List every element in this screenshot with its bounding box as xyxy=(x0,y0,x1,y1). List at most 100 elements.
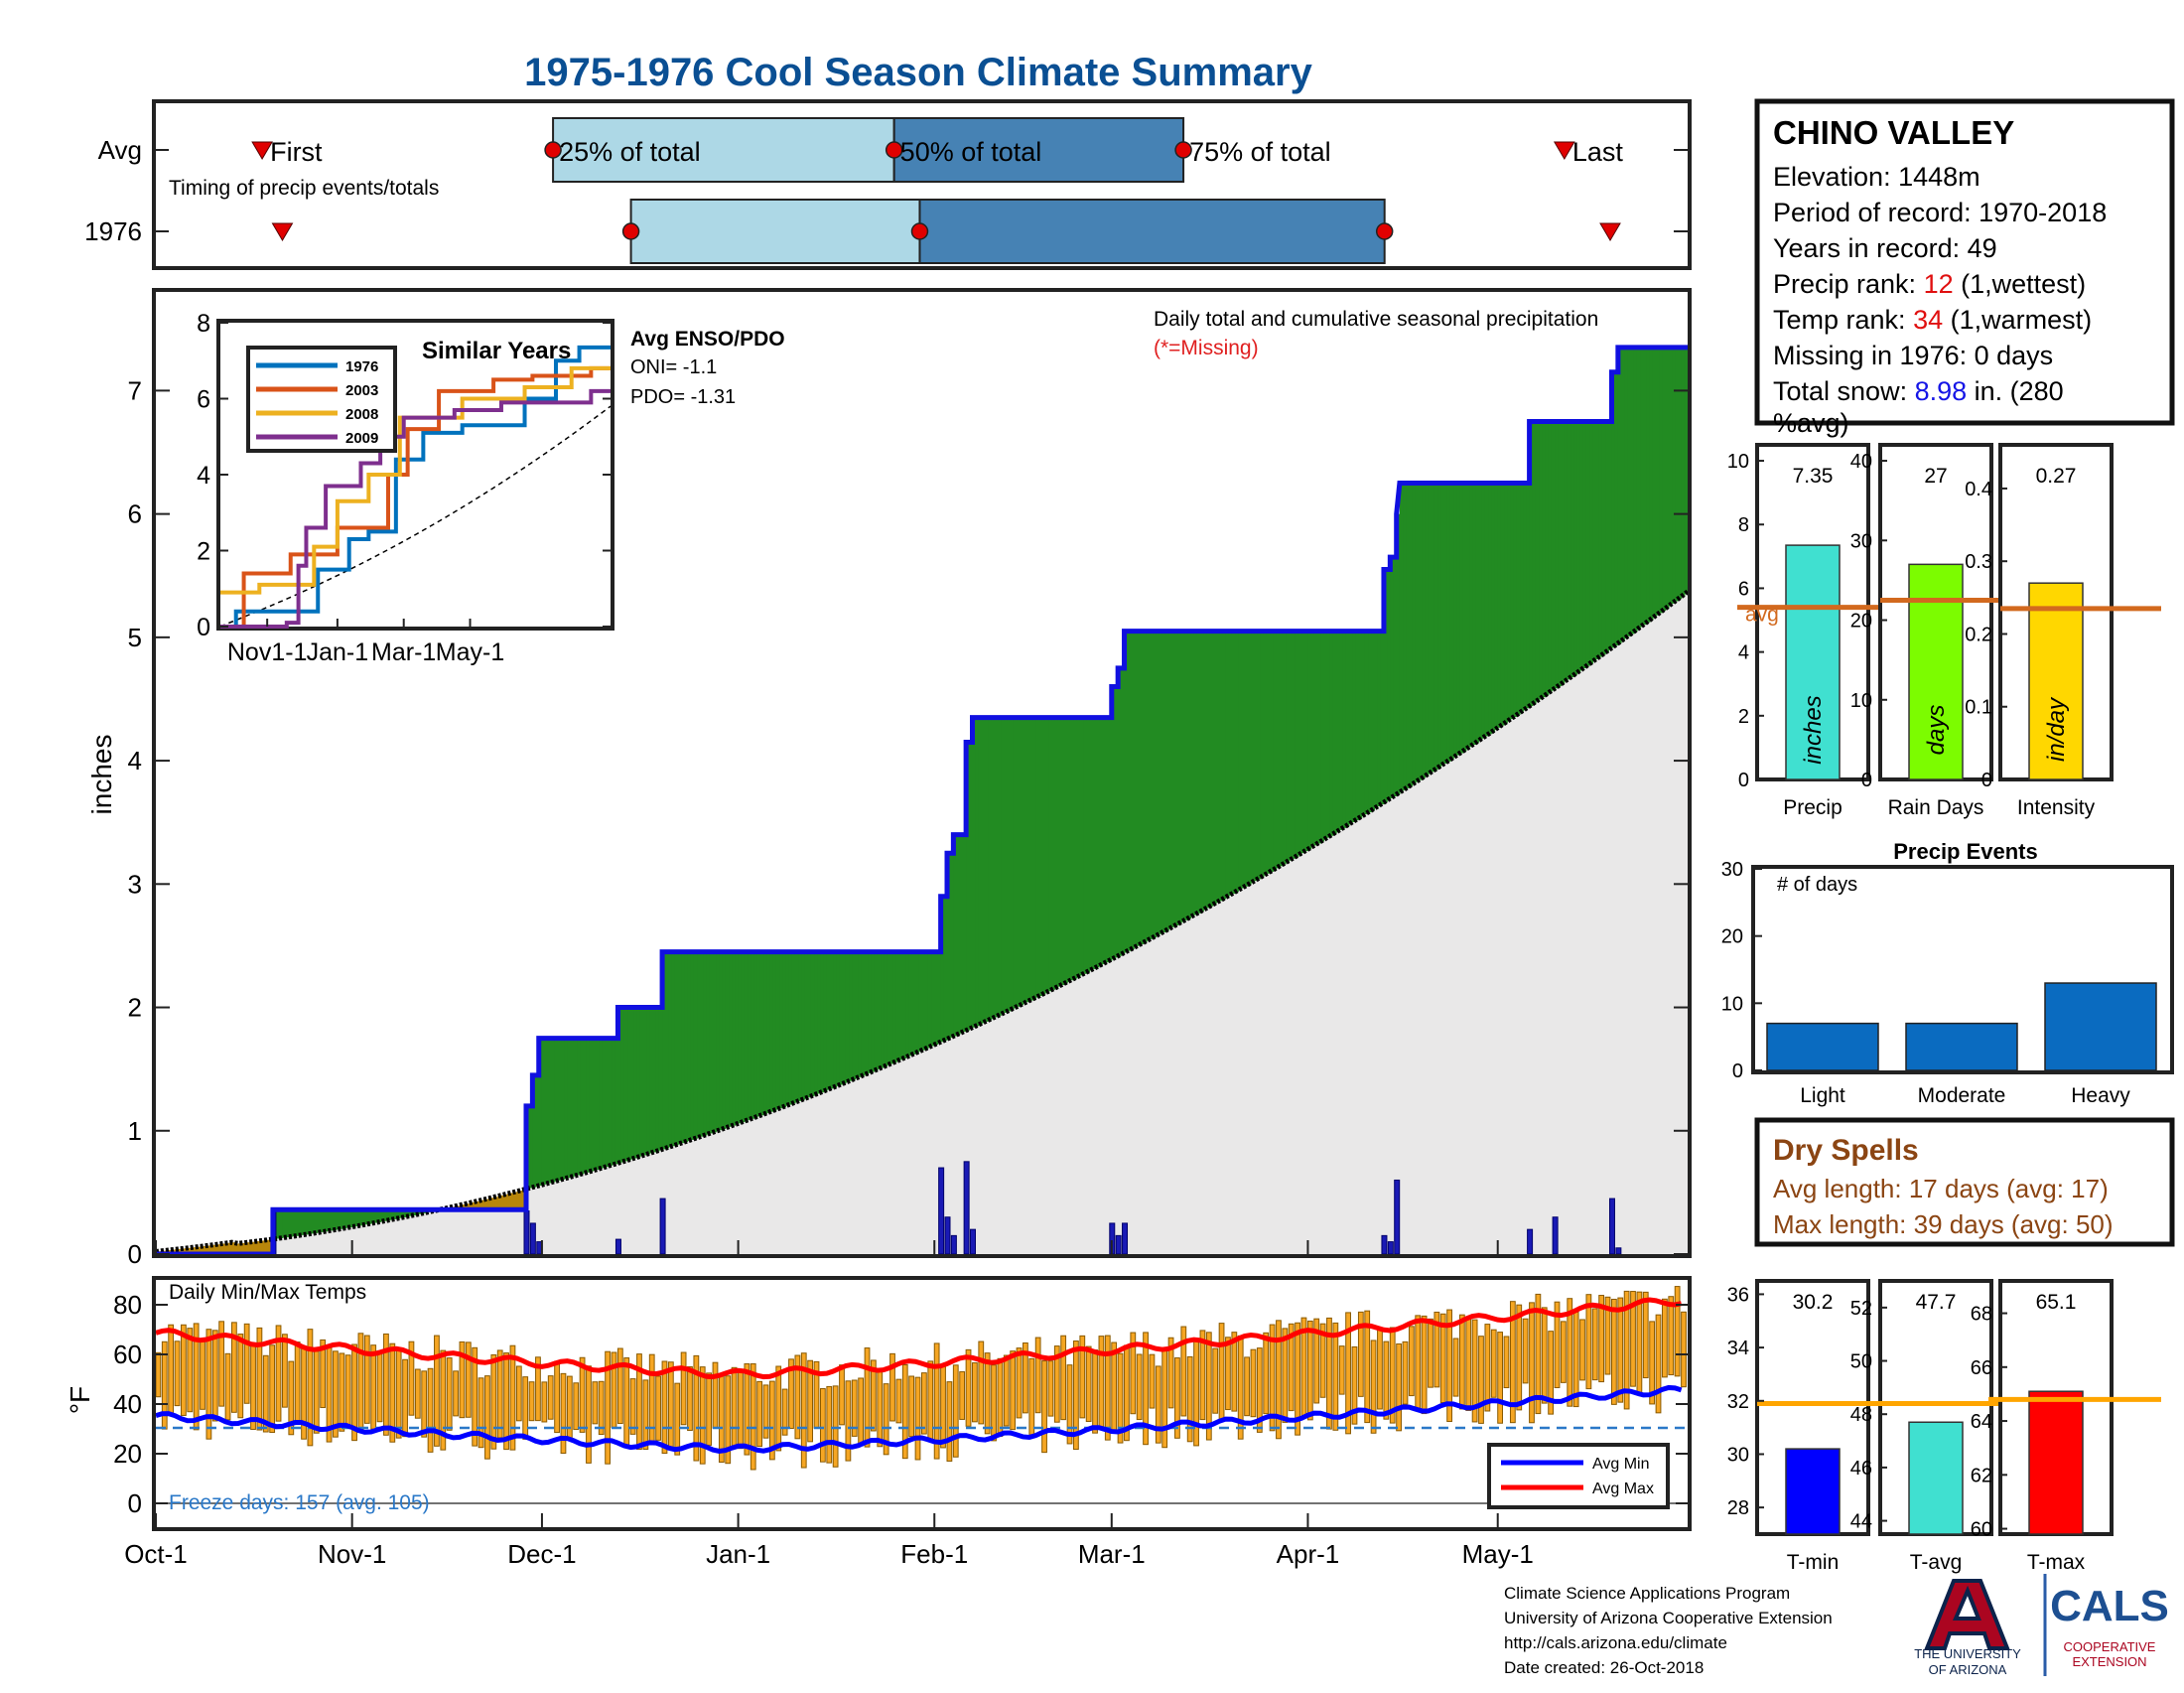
event-y-tick: 10 xyxy=(1721,993,1743,1015)
daily-temp-bar xyxy=(270,1345,275,1433)
daily-temp-bar xyxy=(941,1366,946,1448)
temp-bar-y-tick: 68 xyxy=(1971,1304,1992,1326)
daily-temp-bar xyxy=(340,1353,344,1431)
daily-temp-bar xyxy=(878,1371,883,1447)
bar-y-tick: 40 xyxy=(1850,451,1872,473)
daily-temp-bar xyxy=(1194,1339,1199,1446)
dry-spells-box: Dry Spells Avg length: 17 days (avg: 17)… xyxy=(1757,1120,2172,1244)
daily-temp-bar xyxy=(593,1382,598,1424)
daily-temp-bar xyxy=(1150,1354,1155,1408)
temp-bar-value-label: 65.1 xyxy=(2036,1291,2077,1314)
footer-line-2: University of Arizona Cooperative Extens… xyxy=(1504,1609,1833,1627)
inset-y-tick: 4 xyxy=(197,462,210,490)
bar-y-tick: 4 xyxy=(1738,642,1749,664)
daily-temp-bar xyxy=(1498,1333,1503,1424)
daily-temp-bar xyxy=(1264,1333,1269,1413)
temp-y-tick: 80 xyxy=(113,1290,142,1320)
daily-temp-bar xyxy=(371,1345,376,1429)
page-title: 1975-1976 Cool Season Climate Summary xyxy=(524,51,1312,94)
precip-events-note: # of days xyxy=(1777,874,1857,896)
temp-bar-y-tick: 60 xyxy=(1971,1519,1992,1541)
daily-temp-bar xyxy=(454,1371,459,1416)
daily-temp-bar xyxy=(1283,1329,1288,1423)
daily-precip-bar xyxy=(1382,1235,1387,1254)
bar-y-tick: 30 xyxy=(1850,530,1872,552)
daily-temp-bar xyxy=(345,1355,350,1427)
daily-temp-bar xyxy=(225,1353,230,1419)
daily-temp-bar xyxy=(1523,1319,1528,1383)
station-info-box: CHINO VALLEY Elevation: 1448m Period of … xyxy=(1757,101,2172,438)
main-y-tick: 6 xyxy=(128,499,142,529)
daily-temp-bar xyxy=(1226,1338,1231,1410)
daily-temp-bar xyxy=(516,1366,521,1421)
daily-temp-bar xyxy=(707,1373,712,1446)
daily-temp-bar xyxy=(574,1383,579,1430)
main-y-tick: 3 xyxy=(128,869,142,899)
inset-y-tick: 8 xyxy=(197,310,210,338)
daily-temp-bar xyxy=(1637,1292,1642,1394)
timing-75-label: 75% of total xyxy=(1189,137,1331,167)
daily-temp-bar xyxy=(865,1348,870,1448)
x-tick-label: Nov-1 xyxy=(318,1539,386,1569)
daily-temp-bar xyxy=(1093,1350,1098,1434)
daily-temp-bar xyxy=(1397,1343,1402,1430)
main-y-axis-label: inches xyxy=(86,735,117,815)
inset-y-tick: 6 xyxy=(197,386,210,414)
daily-temp-bar xyxy=(1459,1315,1464,1409)
daily-temp-bar xyxy=(1042,1361,1047,1453)
daily-temp-bar xyxy=(1004,1355,1009,1426)
temp-y-tick: 0 xyxy=(128,1488,142,1518)
daily-temp-bar xyxy=(1416,1316,1421,1409)
ua-a-icon xyxy=(1927,1581,2007,1648)
daily-temp-bar xyxy=(915,1377,920,1460)
daily-temp-bar xyxy=(415,1369,420,1418)
daily-temp-bar xyxy=(909,1376,914,1437)
daily-temp-bar xyxy=(624,1358,629,1448)
total-snow: Total snow: 8.98 in. (280 xyxy=(1773,376,2064,406)
daily-temp-bar xyxy=(497,1350,502,1438)
daily-temp-bar xyxy=(992,1365,997,1441)
daily-temp-bar xyxy=(491,1354,496,1449)
daily-temp-bar xyxy=(630,1379,635,1435)
daily-temp-bar xyxy=(1245,1357,1250,1416)
main-chart-note: Daily total and cumulative seasonal prec… xyxy=(1154,308,1598,331)
enso-oni: ONI= -1.1 xyxy=(630,356,717,378)
daily-precip-bar xyxy=(1616,1248,1621,1254)
daily-temp-bar xyxy=(377,1350,382,1421)
bar-y-tick: 10 xyxy=(1727,451,1749,473)
temp-bar-y-tick: 48 xyxy=(1850,1404,1872,1426)
inset-legend-label: 1976 xyxy=(345,358,378,375)
bar-y-tick: 0.4 xyxy=(1965,479,1992,500)
daily-temp-bar xyxy=(1099,1337,1104,1428)
daily-precip-bar xyxy=(964,1162,969,1254)
daily-temp-bar xyxy=(840,1365,845,1425)
daily-temp-bar xyxy=(212,1331,217,1421)
daily-temp-bar xyxy=(1466,1319,1471,1411)
x-tick-label: May-1 xyxy=(1462,1539,1534,1569)
daily-temp-bar xyxy=(776,1366,781,1451)
daily-temp-bar xyxy=(504,1353,509,1450)
daily-temp-bar xyxy=(1662,1299,1667,1377)
event-y-tick: 30 xyxy=(1721,859,1743,881)
daily-temp-bar xyxy=(739,1372,744,1449)
temp-y-tick: 60 xyxy=(113,1340,142,1369)
temp-bar-category-label: T-min xyxy=(1787,1551,1840,1574)
daily-precip-bar xyxy=(1123,1223,1128,1254)
daily-temp-bar xyxy=(745,1364,750,1456)
event-bar-moderate xyxy=(1906,1024,2017,1070)
footer-line-4: Date created: 26-Oct-2018 xyxy=(1504,1658,1704,1677)
bar-unit-label: days xyxy=(1923,705,1950,756)
daily-temp-bar xyxy=(656,1376,661,1440)
temp-bar-y-tick: 50 xyxy=(1850,1351,1872,1373)
daily-temp-bar xyxy=(643,1380,648,1450)
temp-bar-value xyxy=(2029,1391,2083,1534)
daily-precip-bar xyxy=(530,1223,535,1254)
daily-precip-bar xyxy=(1395,1180,1400,1254)
temp-y-tick: 40 xyxy=(113,1389,142,1419)
bar-y-tick: 8 xyxy=(1738,514,1749,536)
daily-temp-bar xyxy=(175,1341,180,1406)
